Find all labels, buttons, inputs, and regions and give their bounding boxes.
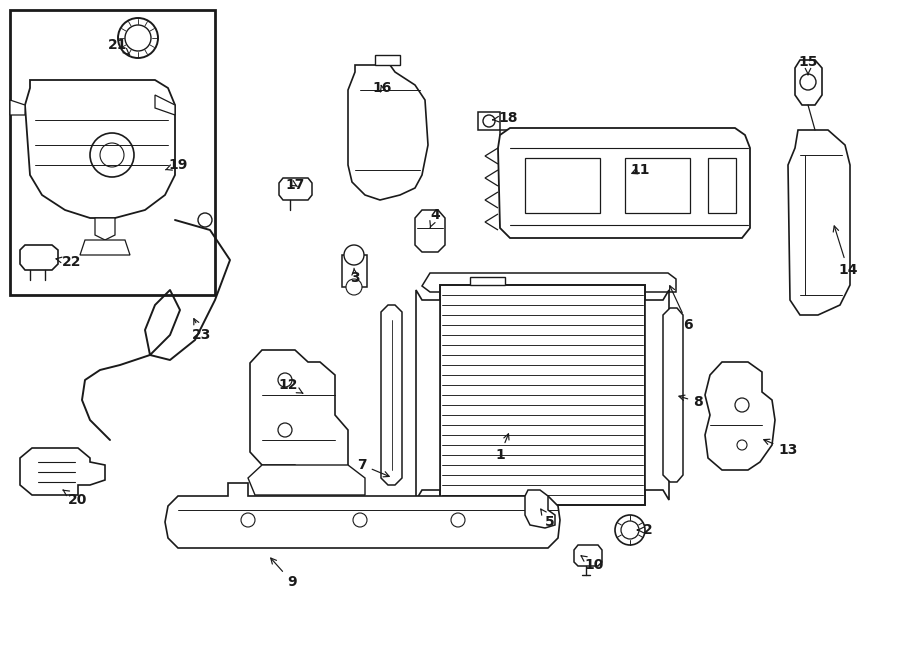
Circle shape	[346, 279, 362, 295]
Text: 10: 10	[581, 556, 604, 572]
Polygon shape	[375, 55, 400, 65]
Text: 20: 20	[63, 490, 87, 507]
Text: 14: 14	[833, 226, 858, 277]
Polygon shape	[250, 350, 348, 478]
Polygon shape	[25, 80, 175, 218]
Polygon shape	[705, 362, 775, 470]
Polygon shape	[10, 100, 25, 115]
Text: 19: 19	[166, 158, 188, 172]
Polygon shape	[165, 483, 560, 548]
Polygon shape	[795, 60, 822, 105]
Text: 23: 23	[193, 319, 212, 342]
Text: 2: 2	[637, 523, 652, 537]
Polygon shape	[574, 545, 602, 566]
Text: 5: 5	[541, 509, 555, 529]
Bar	[625, 158, 690, 213]
Polygon shape	[470, 277, 505, 285]
Polygon shape	[663, 308, 683, 482]
Text: 21: 21	[108, 38, 130, 55]
Text: 16: 16	[373, 81, 392, 95]
Circle shape	[118, 18, 158, 58]
Polygon shape	[80, 240, 130, 255]
Text: 12: 12	[278, 378, 303, 393]
Text: 4: 4	[430, 208, 440, 227]
Polygon shape	[669, 345, 681, 360]
Text: 1: 1	[495, 434, 509, 462]
Polygon shape	[422, 273, 676, 292]
Bar	[708, 158, 736, 213]
Polygon shape	[788, 130, 850, 315]
Polygon shape	[415, 210, 445, 252]
Text: 11: 11	[630, 163, 650, 177]
Polygon shape	[495, 505, 510, 527]
Polygon shape	[248, 465, 365, 495]
Text: 6: 6	[670, 286, 693, 332]
Polygon shape	[416, 290, 440, 500]
Polygon shape	[155, 95, 175, 115]
Polygon shape	[348, 65, 428, 200]
Polygon shape	[645, 290, 669, 500]
Polygon shape	[500, 130, 522, 148]
Polygon shape	[279, 178, 312, 200]
Polygon shape	[95, 218, 115, 240]
Text: 8: 8	[679, 395, 703, 409]
Bar	[10, 10, 215, 295]
Polygon shape	[381, 305, 402, 485]
Bar	[440, 285, 645, 505]
Circle shape	[615, 515, 645, 545]
Circle shape	[198, 213, 212, 227]
Polygon shape	[478, 112, 500, 130]
Text: 7: 7	[357, 458, 389, 477]
Polygon shape	[20, 245, 58, 270]
Bar	[525, 158, 600, 213]
Polygon shape	[20, 448, 105, 495]
Text: 15: 15	[798, 55, 818, 75]
Text: 9: 9	[271, 558, 297, 589]
Circle shape	[344, 245, 364, 265]
Bar	[342, 255, 367, 287]
Polygon shape	[498, 128, 750, 238]
Polygon shape	[525, 490, 555, 528]
Text: 3: 3	[350, 268, 360, 285]
Text: 13: 13	[764, 440, 797, 457]
Text: 22: 22	[56, 255, 82, 269]
Text: 18: 18	[492, 111, 517, 125]
Polygon shape	[669, 425, 681, 440]
Text: 17: 17	[285, 178, 305, 192]
